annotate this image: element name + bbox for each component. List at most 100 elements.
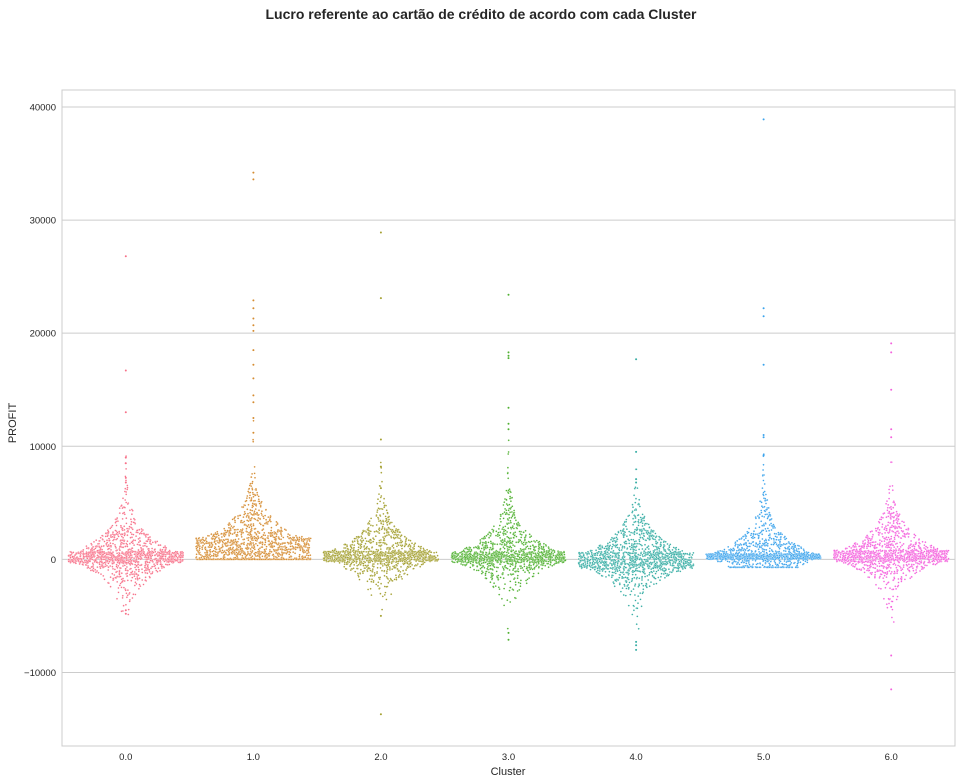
outlier-point [379,487,382,490]
data-point [279,543,282,546]
data-point [247,490,250,493]
data-point [109,548,112,551]
data-point [131,596,134,599]
data-point [153,565,156,568]
data-point [512,536,515,539]
data-point [395,563,398,566]
data-point [111,524,114,527]
data-point [146,565,149,568]
data-point [378,484,381,487]
data-point [283,551,286,554]
data-point [217,537,220,540]
data-point [181,558,184,561]
data-point [366,557,369,560]
data-point [208,534,211,537]
data-point [221,549,224,552]
data-point [388,567,391,570]
data-point [378,493,381,496]
data-point [121,564,124,567]
data-point [363,557,366,560]
data-point [147,536,150,539]
data-point [303,558,306,561]
data-point [151,570,154,573]
data-point [167,550,170,553]
data-point [259,553,262,556]
data-point [274,541,277,544]
data-point [246,550,249,553]
data-point [247,523,250,526]
data-point [137,566,140,569]
data-point [254,504,257,507]
data-point [138,532,141,535]
data-point [121,497,124,500]
data-point [85,552,88,555]
data-point [78,562,81,565]
data-point [89,557,92,560]
data-point [132,573,135,576]
data-point [151,541,154,544]
data-point [360,535,363,538]
data-point [460,553,463,556]
data-point [85,545,88,548]
data-point [209,553,212,556]
data-point [135,535,138,538]
data-point [365,546,368,549]
data-point [121,596,124,599]
data-point [516,527,519,530]
data-point [526,569,529,572]
data-point [140,530,143,533]
data-point [126,486,129,489]
data-point [227,558,230,561]
data-point [69,554,72,557]
data-point [156,563,159,566]
data-point [381,595,384,598]
data-point [525,582,528,585]
data-point [141,571,144,574]
data-point [362,572,365,575]
data-point [126,545,129,548]
data-point [519,579,522,582]
data-point [224,551,227,554]
data-point [403,572,406,575]
data-point [159,563,162,566]
data-point [298,536,301,539]
data-point [383,542,386,545]
data-point [136,575,139,578]
data-point [134,566,137,569]
data-point [356,539,359,542]
data-point [514,552,517,555]
data-point [519,565,522,568]
data-point [265,518,268,521]
data-point [417,555,420,558]
data-point [126,569,129,572]
data-point [506,466,509,469]
data-point [362,562,365,565]
outlier-point [124,411,127,414]
data-point [367,540,370,543]
data-point [122,539,125,542]
data-point [121,527,124,530]
data-point [353,540,356,543]
data-point [513,522,516,525]
data-point [134,577,137,580]
data-point [252,522,255,525]
data-point [537,553,540,556]
data-point [102,574,105,577]
data-point [357,546,360,549]
data-point [499,576,502,579]
data-point [137,574,140,577]
data-point [523,571,526,574]
data-point [381,608,384,611]
data-point [217,534,220,537]
data-point [358,557,361,560]
data-point [160,557,163,560]
data-point [123,525,126,528]
data-point [137,557,140,560]
data-point [252,493,255,496]
data-point [391,568,394,571]
data-point [408,550,411,553]
data-point [223,553,226,556]
data-point [227,538,230,541]
data-point [140,532,143,535]
data-point [147,547,150,550]
